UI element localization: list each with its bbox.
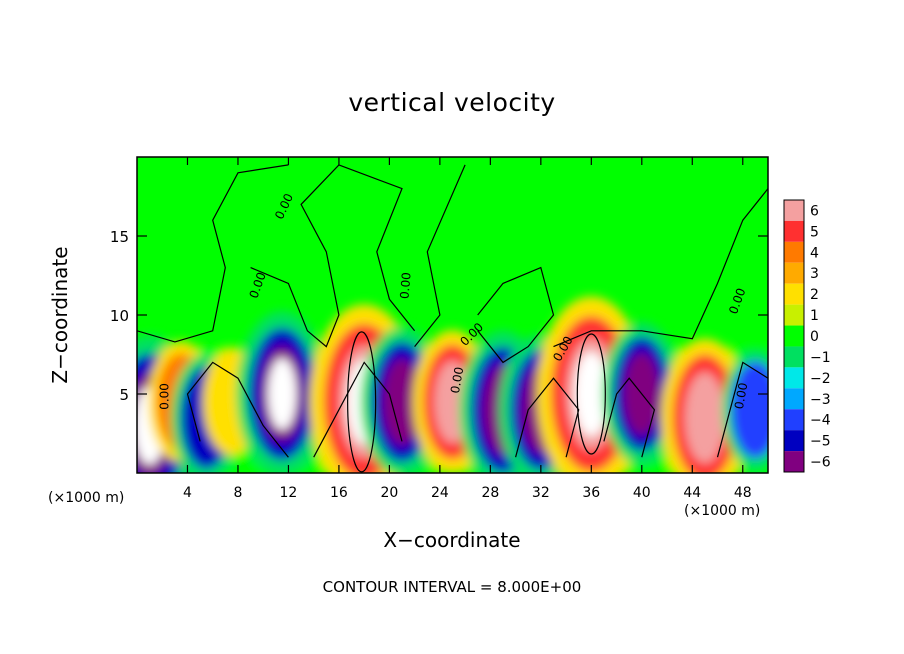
y-tick-label: 15 [110, 228, 129, 246]
x-tick-label: 12 [280, 485, 298, 501]
field-cell-core [574, 351, 609, 437]
colorbar-swatch [784, 325, 804, 347]
colorbar-tick-label: 3 [810, 266, 819, 282]
x-tick-label: 4 [183, 485, 192, 501]
field-cell-core [267, 358, 297, 430]
zero-contour-line [186, 361, 289, 458]
colorbar-tick-label: 0 [810, 329, 819, 345]
x-tick-label: 32 [532, 485, 550, 501]
y-tick-label: 10 [110, 307, 129, 325]
colorbar-swatch [784, 430, 804, 452]
zero-contour-line [716, 361, 768, 458]
colorbar-tick-label: 1 [810, 308, 819, 324]
zero-contour-line [553, 188, 768, 348]
colorbar-tick-label: 5 [810, 224, 819, 240]
x-unit-label-right: (×1000 m) [684, 503, 761, 519]
colorbar-tick-label: −1 [810, 350, 831, 366]
colorbar-tick-label: 2 [810, 287, 819, 303]
zero-contour-line [515, 377, 580, 458]
x-tick-label: 48 [734, 485, 752, 501]
colorbar-frame [783, 199, 805, 473]
velocity-field [137, 157, 768, 473]
x-tick-label: 8 [233, 485, 242, 501]
y-axis-label: Z−coordinate [48, 246, 72, 384]
colorbar-swatch [784, 304, 804, 326]
colorbar-swatch [784, 409, 804, 431]
field-cell [684, 372, 725, 464]
x-tick-label: 44 [683, 485, 701, 501]
contour-value-label: 0.00 [448, 366, 466, 395]
x-tick-label: 28 [481, 485, 499, 501]
colorbar-tick-label: −4 [810, 413, 831, 429]
contour-interval-note: CONTOUR INTERVAL = 8.000E+00 [322, 578, 582, 596]
x-tick-label: 20 [380, 485, 398, 501]
field-cell [730, 361, 768, 459]
colorbar-swatch [784, 200, 804, 221]
colorbar-swatch [784, 451, 804, 472]
x-tick-label: 36 [582, 485, 600, 501]
colorbar-tick-label: −3 [810, 392, 831, 408]
colorbar-tick-label: 6 [810, 203, 819, 219]
zero-contour-line [603, 377, 656, 458]
colorbar-tick-label: −2 [810, 371, 831, 387]
zero-contour-line [414, 164, 466, 347]
field-cell [382, 358, 422, 446]
closed-contour [576, 333, 606, 455]
zero-contour-line [250, 164, 416, 348]
x-tick-label: 16 [330, 485, 348, 501]
colorbar-swatch [784, 283, 804, 305]
colorbar-swatch [784, 346, 804, 368]
colorbar-swatch [784, 241, 804, 263]
zero-contour-line [477, 266, 555, 364]
colorbar-swatch [784, 262, 804, 284]
colorbar-tick-label: 4 [810, 245, 819, 261]
colorbar-tick-label: −5 [810, 434, 831, 450]
colorbar-tick-label: −6 [810, 455, 831, 471]
zero-contour-line [137, 164, 289, 343]
zero-contour-line [313, 361, 403, 458]
contour-value-label: 0.00 [158, 383, 172, 410]
colorbar-swatch [784, 220, 804, 242]
x-axis-label: X−coordinate [383, 528, 521, 552]
chart-title: vertical velocity [348, 88, 556, 117]
x-unit-label-left: (×1000 m) [48, 490, 125, 506]
colorbar-swatch [784, 388, 804, 410]
x-tick-label: 40 [633, 485, 651, 501]
x-tick-label: 24 [431, 485, 449, 501]
closed-contour [347, 331, 377, 473]
colorbar-swatch [784, 367, 804, 389]
contour-value-label: 0.00 [732, 382, 750, 411]
contour-value-label: 0.00 [397, 272, 413, 300]
y-tick-label: 5 [119, 386, 129, 404]
